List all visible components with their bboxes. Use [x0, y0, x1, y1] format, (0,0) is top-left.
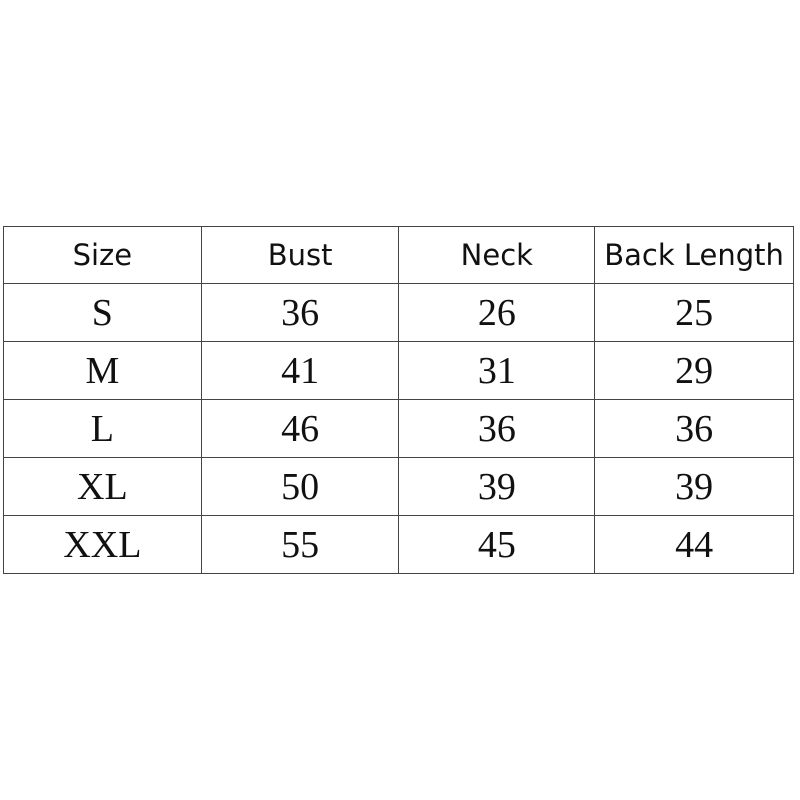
table-cell: 39 [594, 457, 794, 516]
table-cell: 50 [200, 457, 400, 516]
table-cell: 55 [200, 515, 400, 574]
table-cell: 44 [594, 515, 794, 574]
table-row: XXL 55 45 44 [3, 515, 794, 574]
table-cell: 29 [594, 341, 794, 400]
table-cell: 36 [594, 399, 794, 458]
header-cell: Neck [398, 226, 596, 284]
table-cell: XXL [3, 515, 202, 574]
table-row: L 46 36 36 [3, 399, 794, 458]
table-cell: L [3, 399, 202, 458]
table-cell: S [3, 283, 202, 342]
table-row: S 36 26 25 [3, 283, 794, 342]
table-cell: 31 [398, 341, 596, 400]
table-cell: 39 [398, 457, 596, 516]
table-cell: M [3, 341, 202, 400]
header-cell: Size [3, 226, 202, 284]
table-cell: 25 [594, 283, 794, 342]
table-cell: 36 [398, 399, 596, 458]
header-row: Size Bust Neck Back Length [3, 226, 794, 284]
table-row: XL 50 39 39 [3, 457, 794, 516]
table-cell: 26 [398, 283, 596, 342]
header-cell: Bust [200, 226, 400, 284]
table-cell: 41 [200, 341, 400, 400]
table-cell: XL [3, 457, 202, 516]
size-table: Size Bust Neck Back Length S 36 26 25 M 41 31 29 L 4… [3, 226, 794, 574]
header-cell: Back Length [594, 226, 794, 284]
table-cell: 36 [200, 283, 400, 342]
table-cell: 46 [200, 399, 400, 458]
table-cell: 45 [398, 515, 596, 574]
table-row: M 41 31 29 [3, 341, 794, 400]
